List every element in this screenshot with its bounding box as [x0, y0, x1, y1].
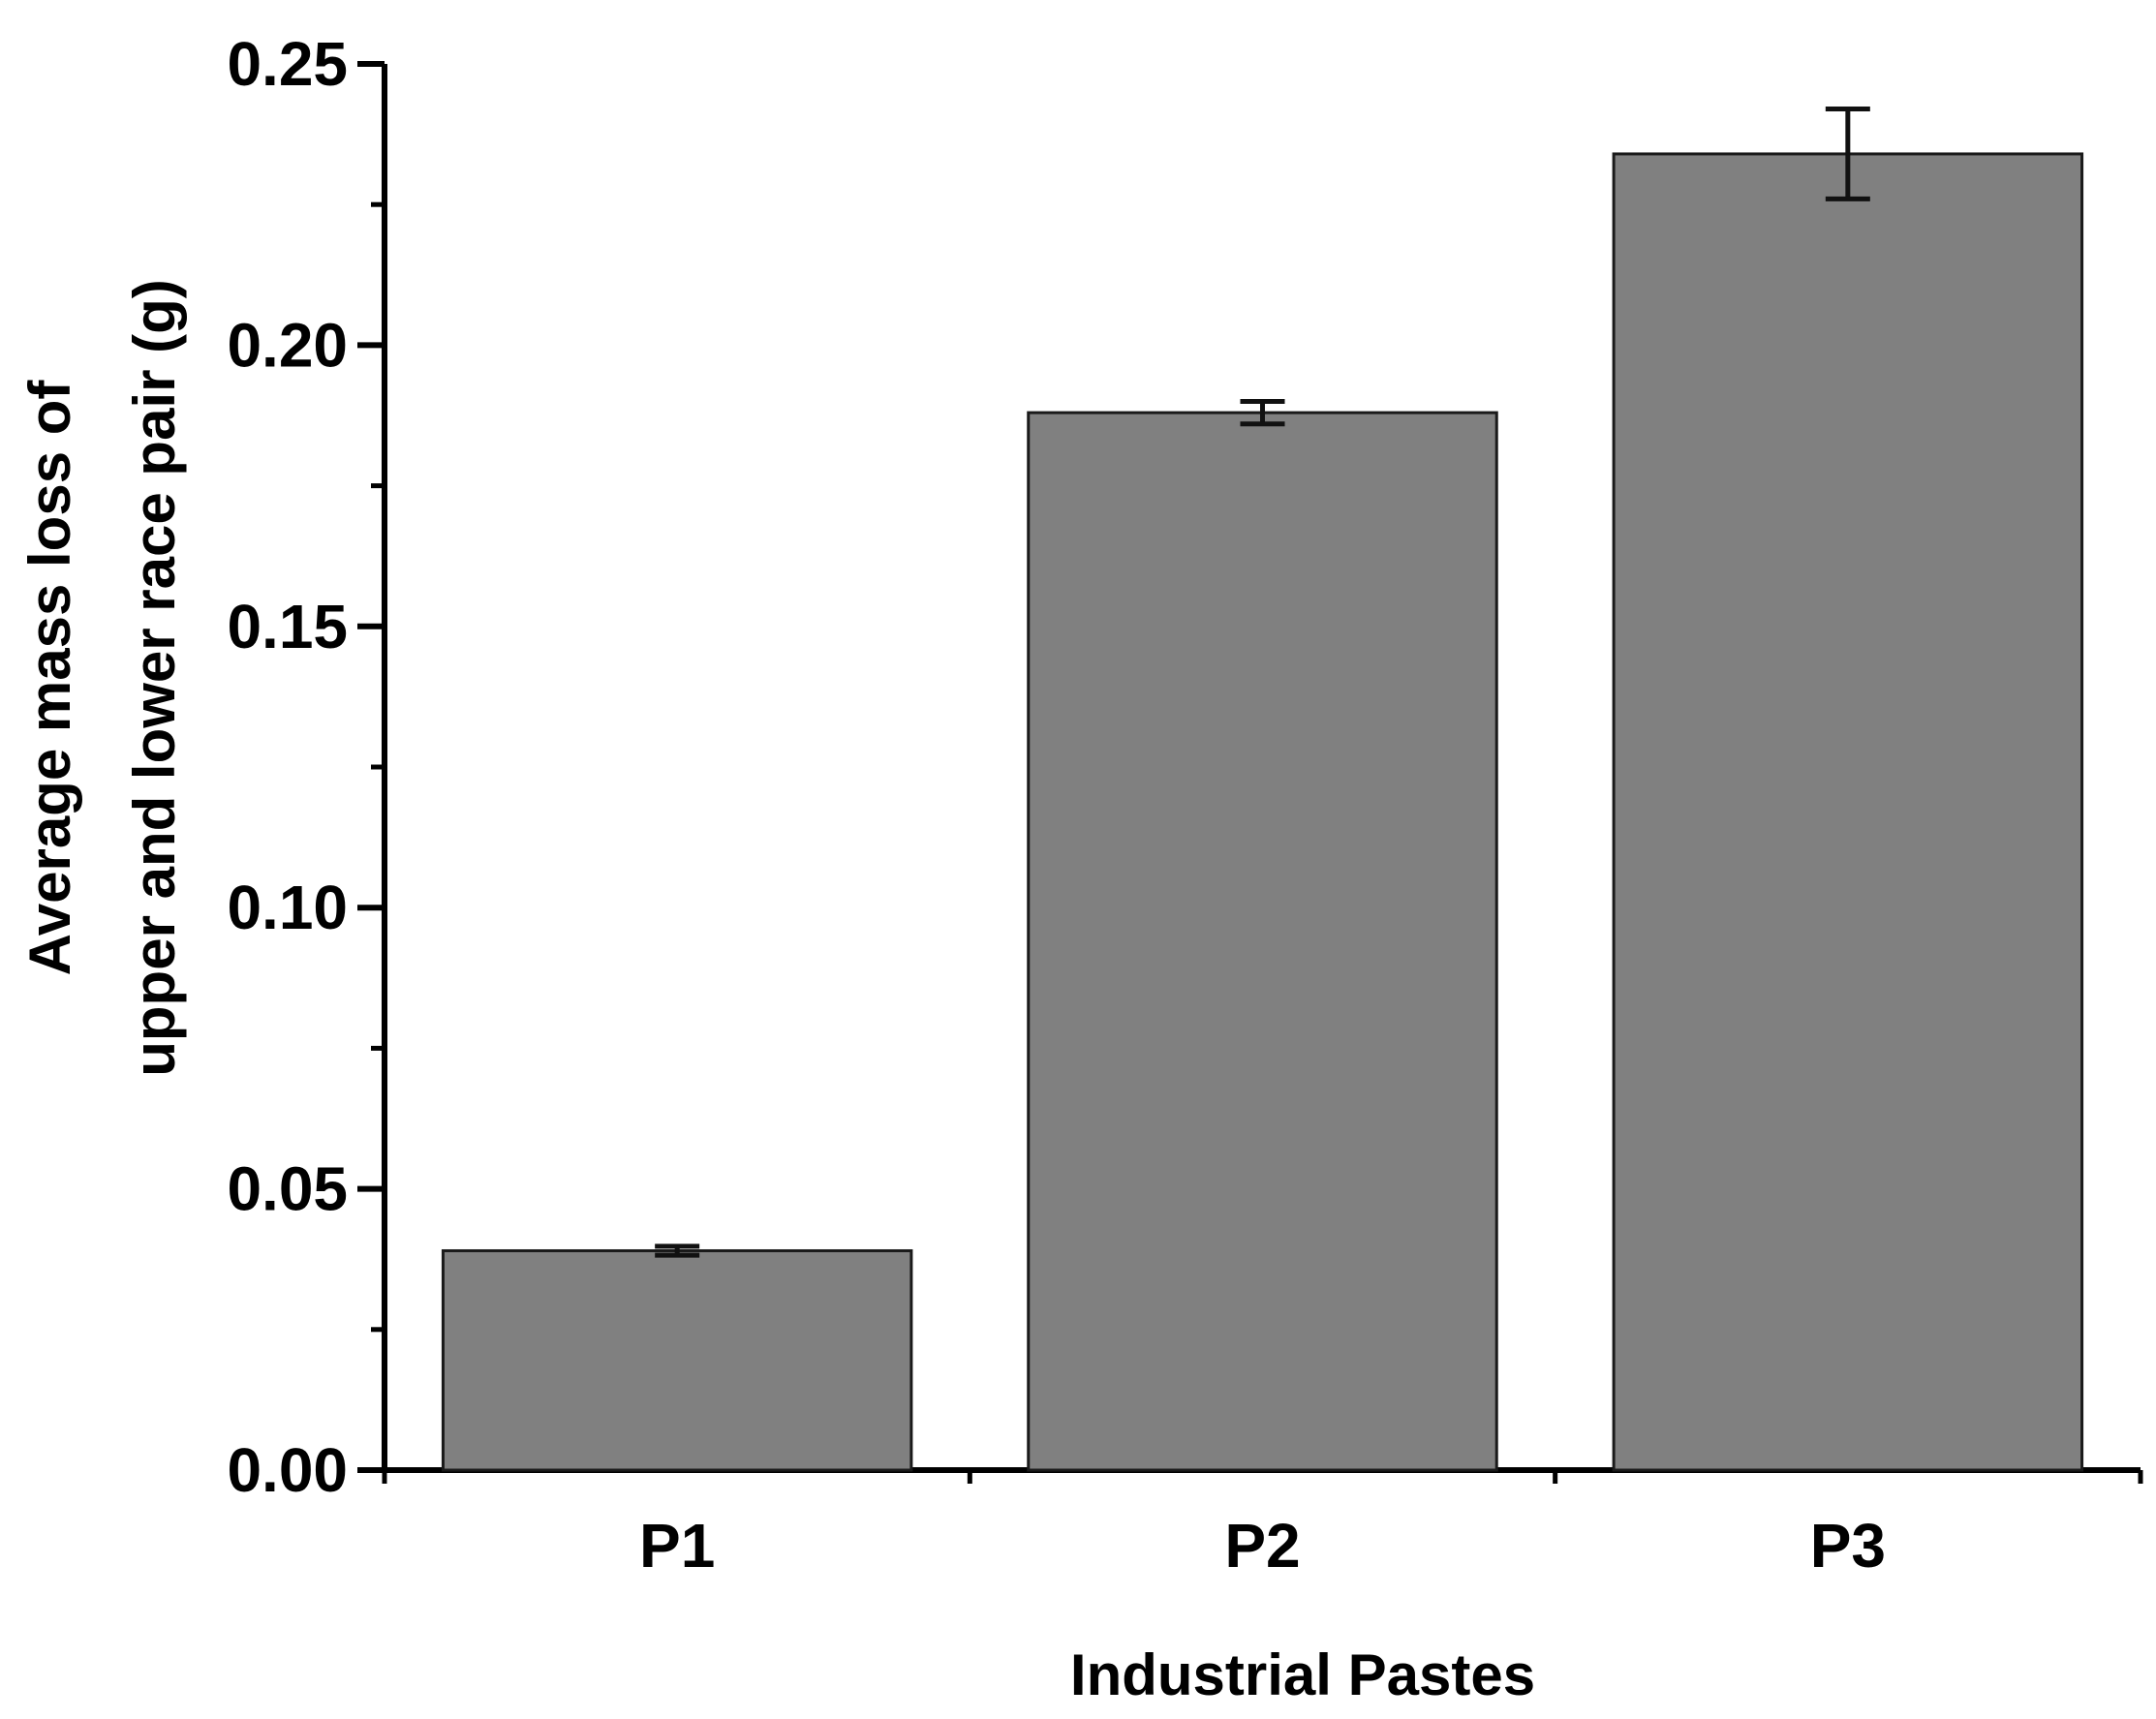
bar-p2	[1027, 411, 1498, 1472]
error-bars	[655, 106, 1870, 1258]
y-tick-label: 0.20	[227, 310, 348, 380]
x-axis: P1 P2 P3	[382, 1467, 2143, 1581]
y-tick-label: 0.15	[227, 592, 348, 661]
bar-p1	[441, 1248, 913, 1472]
error-bar-p1	[655, 1243, 700, 1258]
bar-p3	[1612, 152, 2084, 1472]
x-axis-title: Industrial Pastes	[1070, 1642, 1535, 1707]
y-axis-title-line-1: Average mass loss of	[17, 380, 82, 976]
x-tick-label-p1: P1	[639, 1511, 715, 1581]
x-tick-label-p2: P2	[1224, 1511, 1300, 1581]
error-bar-p2	[1240, 398, 1285, 427]
x-tick-label-p3: P3	[1810, 1511, 1886, 1581]
y-tick-label: 0.05	[227, 1154, 348, 1224]
y-tick-label: 0.00	[227, 1435, 348, 1505]
bars	[441, 152, 2084, 1472]
y-tick-label: 0.10	[227, 873, 348, 942]
error-bar-p3	[1825, 106, 1870, 201]
y-tick-label: 0.25	[227, 29, 348, 99]
y-axis-title-line-2: upper and lower race pair (g)	[122, 279, 187, 1077]
y-axis: 0.00 0.05 0.10 0.15 0.20 0.25	[227, 29, 387, 1505]
